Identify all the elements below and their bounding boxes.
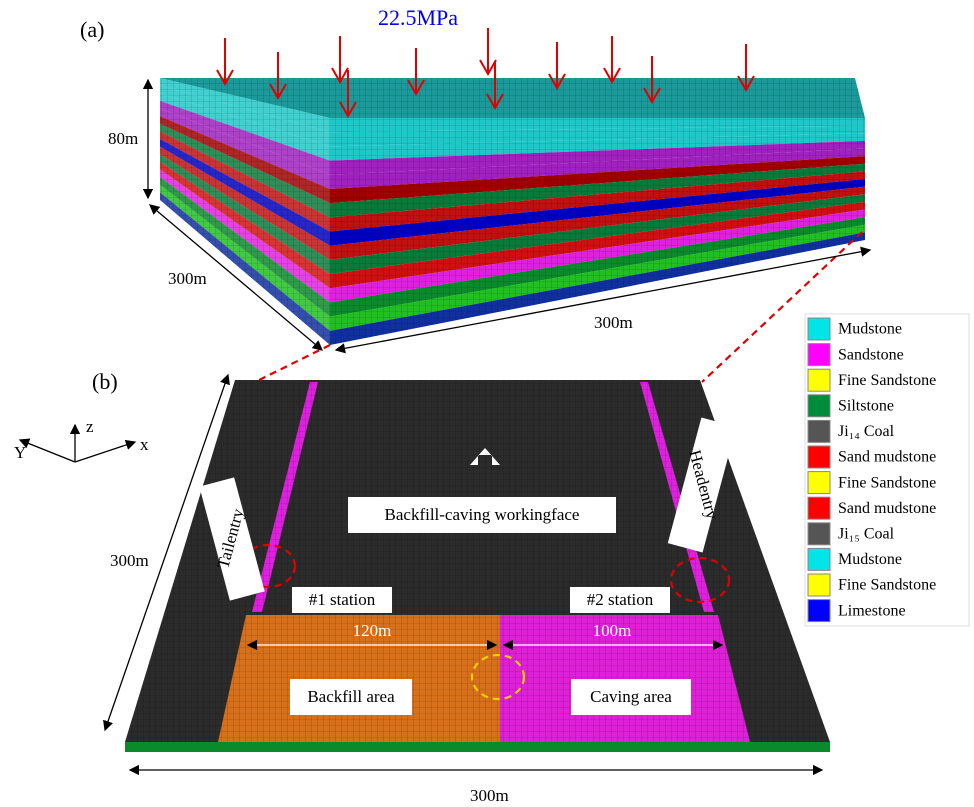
legend-swatch (807, 522, 831, 546)
legend-label: Sand mudstone (838, 449, 936, 466)
legend-label: Ji₁₄ Coal (838, 423, 895, 440)
dim-label: 120m (353, 621, 392, 640)
area-label: Backfill area (307, 687, 395, 706)
dim-label: 300m (594, 313, 633, 332)
axis-label: Y (14, 443, 26, 462)
load-arrow-head (548, 73, 566, 91)
top-mesh (160, 78, 865, 118)
dim-label: 300m (168, 269, 207, 288)
load-arrow-head (407, 79, 425, 97)
legend-label: Limestone (838, 602, 906, 619)
dim-label: 80m (108, 129, 138, 148)
load-arrow-head (643, 87, 661, 105)
load-arrow-head (269, 83, 287, 101)
axis-label: x (140, 435, 149, 454)
load-arrow-head (603, 67, 621, 85)
advance-arrow (470, 448, 500, 465)
plan-mesh (125, 380, 830, 742)
legend-label: Fine Sandstone (838, 372, 936, 389)
legend-swatch (807, 419, 831, 443)
load-arrow-head (216, 69, 234, 87)
legend-label: Mudstone (838, 551, 902, 568)
load-arrow-head (339, 101, 357, 119)
legend-swatch (807, 599, 831, 623)
station-label: #1 station (309, 590, 376, 609)
load-arrow-head (737, 75, 755, 93)
legend-label: Fine Sandstone (838, 474, 936, 491)
legend-label: Mudstone (838, 321, 902, 338)
legend-swatch (807, 343, 831, 367)
legend-swatch (807, 317, 831, 341)
plan-edge (125, 742, 830, 752)
model-3d (160, 28, 865, 345)
legend-swatch (807, 547, 831, 571)
legend-swatch (807, 471, 831, 495)
station-label: #2 station (587, 590, 654, 609)
legend-label: Ji₁₅ Coal (838, 525, 895, 542)
legend-label: Siltstone (838, 397, 894, 414)
load-arrow-head (479, 59, 497, 77)
legend-label: Sand mudstone (838, 500, 936, 517)
label-boxes (199, 417, 737, 715)
load-arrow-head (486, 93, 504, 111)
legend-swatch (807, 573, 831, 597)
panel-label: (a) (80, 17, 104, 42)
legend-swatch (807, 394, 831, 418)
legend-label: Sandstone (838, 346, 904, 363)
axis-label: z (86, 417, 94, 436)
load-arrow-head (331, 67, 349, 85)
legend-swatch (807, 445, 831, 469)
legend-box (804, 313, 970, 627)
load-label: 22.5MPa (378, 5, 458, 30)
dim-label: 300m (470, 786, 509, 805)
block-mesh (160, 78, 865, 345)
dimension-lines (18, 78, 872, 776)
area-label: Caving area (590, 687, 672, 706)
panel-label: (b) (92, 369, 118, 394)
legend-swatch (807, 368, 831, 392)
legend-swatch (807, 496, 831, 520)
dim-label: 100m (593, 621, 632, 640)
legend: Mudstone Sandstone Fine Sandstone Siltstone… (807, 317, 936, 623)
area-label: Backfill-caving workingface (385, 505, 580, 524)
dim-label: 300m (110, 551, 149, 570)
legend-label: Fine Sandstone (838, 577, 936, 594)
